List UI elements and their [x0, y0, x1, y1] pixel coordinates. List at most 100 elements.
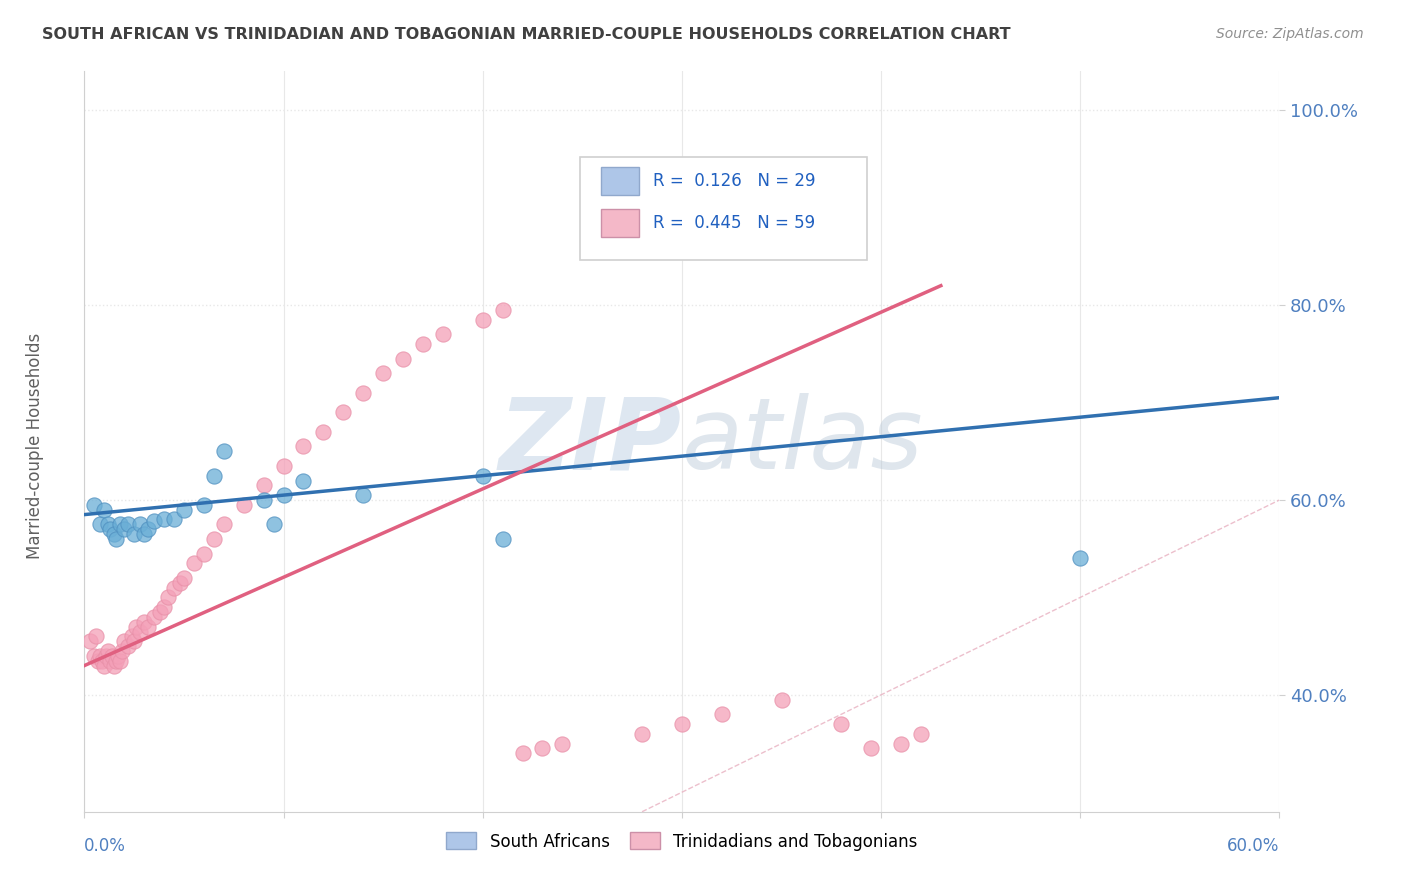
Point: [710, 707, 733, 722]
Point: [89, 648, 111, 663]
Point: [770, 692, 793, 706]
Point: [143, 515, 166, 529]
Point: [412, 337, 434, 351]
Point: [830, 717, 852, 731]
Point: [87, 654, 110, 668]
Point: [122, 527, 145, 541]
Point: [112, 522, 135, 536]
Text: R =  0.445   N = 59: R = 0.445 N = 59: [654, 214, 815, 232]
Text: R =  0.126   N = 29: R = 0.126 N = 29: [654, 172, 815, 190]
Point: [110, 517, 132, 532]
Point: [183, 557, 205, 571]
Point: [93, 658, 115, 673]
Point: [83, 648, 105, 663]
Text: Married-couple Households: Married-couple Households: [27, 333, 44, 559]
Point: [332, 405, 354, 419]
Point: [163, 581, 186, 595]
Point: [253, 493, 276, 508]
Point: [253, 478, 276, 492]
Point: [112, 634, 135, 648]
Point: [125, 620, 148, 634]
Point: [79, 634, 101, 648]
Point: [163, 512, 186, 526]
Point: [193, 498, 215, 512]
Point: [492, 532, 515, 546]
Point: [86, 629, 108, 643]
Point: [103, 658, 125, 673]
Point: [292, 439, 315, 453]
Point: [153, 512, 176, 526]
Text: SOUTH AFRICAN VS TRINIDADIAN AND TOBAGONIAN MARRIED-COUPLE HOUSEHOLDS CORRELATIO: SOUTH AFRICAN VS TRINIDADIAN AND TOBAGON…: [42, 27, 1011, 42]
Point: [531, 741, 554, 756]
Point: [132, 527, 156, 541]
Point: [352, 385, 374, 400]
Point: [103, 527, 125, 541]
Point: [121, 629, 143, 643]
Point: [202, 532, 225, 546]
Point: [263, 517, 285, 532]
Point: [97, 517, 120, 532]
Point: [157, 591, 180, 605]
Point: [149, 605, 172, 619]
Text: atlas: atlas: [682, 393, 924, 490]
Text: ZIP: ZIP: [499, 393, 682, 490]
Point: [432, 327, 454, 342]
Point: [173, 502, 195, 516]
Point: [153, 600, 176, 615]
Point: [910, 727, 932, 741]
Point: [512, 746, 534, 760]
Point: [232, 498, 254, 512]
Point: [107, 648, 129, 663]
Point: [105, 532, 128, 546]
Point: [129, 517, 152, 532]
Point: [373, 367, 395, 381]
Point: [890, 737, 912, 751]
Point: [111, 644, 134, 658]
Point: [352, 488, 374, 502]
Point: [292, 474, 315, 488]
Point: [132, 615, 156, 629]
Point: [117, 639, 139, 653]
Point: [312, 425, 335, 439]
Point: [117, 517, 139, 532]
Point: [101, 648, 124, 663]
Point: [89, 517, 111, 532]
Point: [105, 654, 128, 668]
Point: [173, 571, 195, 585]
Text: Source: ZipAtlas.com: Source: ZipAtlas.com: [1216, 27, 1364, 41]
Point: [143, 610, 166, 624]
Text: 60.0%: 60.0%: [1227, 837, 1279, 855]
Point: [471, 312, 494, 326]
Point: [273, 488, 295, 502]
Point: [860, 741, 883, 756]
Point: [551, 737, 574, 751]
Point: [631, 727, 654, 741]
Point: [122, 634, 145, 648]
Point: [129, 624, 152, 639]
Point: [392, 351, 415, 366]
Point: [93, 502, 115, 516]
Point: [492, 303, 515, 318]
Point: [136, 620, 159, 634]
Point: [1069, 551, 1091, 566]
FancyBboxPatch shape: [581, 156, 868, 260]
Point: [83, 498, 105, 512]
Point: [136, 522, 159, 536]
Point: [202, 468, 225, 483]
Point: [110, 654, 132, 668]
Point: [671, 717, 693, 731]
Point: [169, 575, 191, 590]
Point: [98, 654, 121, 668]
Legend: South Africans, Trinidadians and Tobagonians: South Africans, Trinidadians and Tobagon…: [439, 824, 925, 859]
Point: [273, 458, 295, 473]
Point: [471, 468, 494, 483]
Point: [212, 517, 235, 532]
Point: [193, 547, 215, 561]
Bar: [600, 209, 638, 237]
Point: [97, 644, 120, 658]
Bar: [600, 167, 638, 195]
Point: [91, 654, 114, 668]
Point: [98, 522, 121, 536]
Text: 0.0%: 0.0%: [84, 837, 127, 855]
Point: [212, 444, 235, 458]
